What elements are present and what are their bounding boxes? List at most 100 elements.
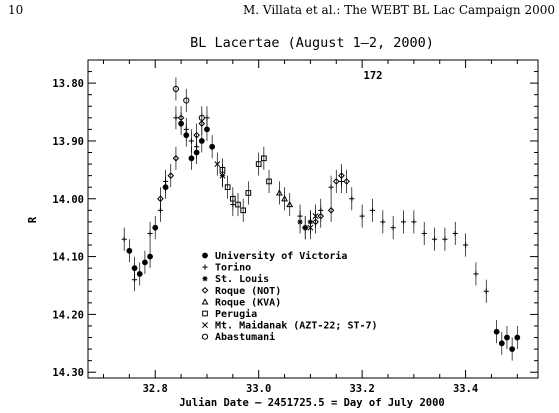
data-point	[312, 204, 319, 228]
data-point	[281, 187, 289, 211]
data-point	[183, 117, 189, 141]
data-point	[147, 221, 153, 246]
data-point	[255, 152, 262, 176]
data-point	[141, 250, 148, 274]
data-point	[173, 106, 179, 130]
data-point	[493, 320, 500, 344]
legend-item: Roque (KVA)	[201, 297, 281, 308]
data-point	[183, 88, 190, 113]
chart-annotation: 172	[364, 70, 383, 82]
data-point	[266, 169, 272, 193]
data-point	[431, 227, 438, 251]
data-point	[411, 210, 417, 234]
data-point	[136, 262, 143, 286]
y-axis-ticks: 13.80 13.90 14.00 14.10 14.20 14.30	[52, 59, 538, 379]
data-point	[297, 210, 303, 234]
data-point	[307, 216, 314, 240]
data-point	[235, 192, 241, 217]
data-point	[473, 262, 479, 286]
data-point	[359, 204, 365, 228]
data-point	[400, 210, 407, 234]
legend-label: Mt. Maidanak (AZT-22; ST-7)	[215, 320, 378, 332]
legend-item: Perugia	[202, 308, 257, 320]
data-point	[349, 187, 355, 211]
legend-item: Torino	[202, 262, 251, 274]
data-point	[209, 135, 216, 159]
legend-item: Mt. Maidanak (AZT-22; ST-7)	[202, 320, 378, 332]
x-axis-ticks: 32.8 33.0 33.2 33.4	[103, 60, 518, 395]
legend-label: Abastumani	[215, 331, 275, 343]
data-point	[327, 198, 335, 222]
data-point	[275, 181, 283, 205]
data-point	[157, 187, 164, 211]
data-point	[126, 239, 133, 263]
y-tick-label: 14.30	[52, 367, 84, 379]
legend-marker	[202, 252, 208, 259]
data-point	[167, 164, 175, 188]
legend-item: St. Louis	[202, 273, 269, 285]
data-point	[421, 221, 427, 246]
data-point	[328, 175, 334, 199]
y-tick-label: 13.90	[52, 136, 84, 148]
legend-label: Roque (KVA)	[215, 297, 281, 308]
x-tick-label: 33.4	[453, 383, 478, 395]
data-point	[462, 233, 469, 257]
legend-label: St. Louis	[215, 273, 269, 285]
legend-marker	[202, 322, 208, 329]
data-point	[172, 77, 180, 101]
legend-label: Torino	[215, 262, 251, 274]
legend-marker	[201, 298, 209, 305]
data-points	[121, 77, 521, 361]
data-point	[498, 331, 505, 355]
data-point	[224, 175, 231, 199]
data-point	[380, 210, 386, 234]
data-point	[193, 123, 200, 147]
data-point	[452, 221, 458, 246]
legend-label: Perugia	[215, 308, 257, 320]
x-tick-label: 32.8	[143, 383, 168, 395]
legend-item: Roque (NOT)	[201, 286, 281, 297]
data-point	[152, 216, 159, 240]
data-point	[317, 204, 325, 228]
legend-marker	[201, 286, 209, 294]
data-point	[343, 169, 350, 193]
legend-label: University of Victoria	[215, 250, 347, 262]
legend-marker	[202, 310, 208, 317]
y-tick-label: 14.10	[52, 252, 84, 264]
y-tick-label: 14.20	[52, 309, 84, 321]
data-point	[514, 325, 521, 350]
legend-marker	[202, 276, 208, 282]
y-tick-label: 13.80	[52, 78, 84, 90]
data-point	[509, 337, 516, 361]
data-point	[214, 152, 221, 176]
data-point	[483, 279, 489, 303]
page-number: 10	[8, 3, 23, 17]
data-point	[301, 216, 309, 240]
data-point	[245, 181, 252, 205]
data-point	[198, 106, 205, 130]
running-title: M. Villata et al.: The WEBT BL Lac Campa…	[243, 3, 555, 17]
data-point	[390, 216, 396, 240]
y-tick-label: 14.00	[52, 194, 84, 206]
data-point	[229, 187, 236, 211]
legend-item: University of Victoria	[202, 250, 347, 262]
x-tick-label: 33.0	[246, 383, 271, 395]
data-point	[131, 268, 138, 292]
x-axis-label: Julian Date – 2451725.5 = Day of July 20…	[179, 397, 445, 409]
data-point	[172, 146, 180, 170]
data-point	[261, 146, 267, 170]
data-point	[240, 198, 247, 222]
data-point	[369, 198, 376, 222]
data-point	[121, 227, 127, 251]
legend-marker	[202, 264, 208, 270]
legend-marker	[201, 333, 209, 340]
data-point	[332, 169, 340, 193]
data-point	[286, 192, 294, 217]
data-point	[338, 164, 345, 188]
x-tick-label: 33.2	[349, 383, 374, 395]
data-point	[147, 245, 153, 269]
data-point	[219, 164, 226, 188]
data-point	[442, 227, 448, 251]
